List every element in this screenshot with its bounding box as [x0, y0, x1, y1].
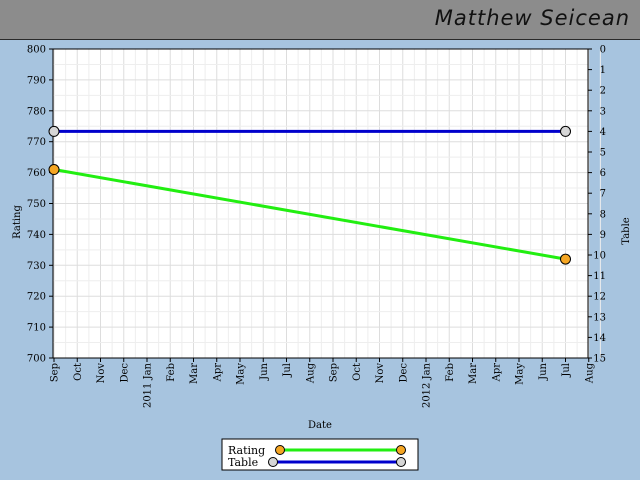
y-tick-label: 780: [27, 106, 46, 117]
data-point-table: [48, 125, 60, 137]
legend-label-table: Table: [228, 456, 258, 469]
y-tick-label: 750: [27, 199, 46, 210]
x-tick-label: May: [236, 363, 247, 385]
legend-label-rating: Rating: [228, 444, 265, 457]
x-axis-ticks: Sep Oct Nov Dec 2011 Jan Feb Mar Apr May Jun Jul Au…: [50, 358, 595, 408]
header-bar: Matthew Seicean: [0, 0, 640, 40]
y2-tick-label: 9: [600, 230, 606, 241]
y2-tick-label: 2: [600, 86, 606, 97]
y2-tick-label: 1: [600, 65, 606, 76]
legend-marker-table: [396, 457, 406, 467]
legend-marker-rating: [396, 445, 406, 455]
x-tick-label: Aug: [584, 362, 595, 384]
x-tick-label: May: [515, 363, 526, 385]
data-point-rating: [560, 253, 571, 265]
y-axis-ticks: 700 710 720 730 740 750 760 770 780 790 800: [27, 45, 53, 365]
x-tick-label: 2011 Jan: [143, 362, 154, 408]
x-tick-label: Jul: [561, 363, 572, 378]
x-tick-label: Apr: [491, 363, 502, 383]
player-name: Matthew Seicean: [434, 6, 630, 30]
x-tick-label: Jun: [259, 362, 270, 380]
x-tick-label: Aug: [305, 362, 316, 384]
y2-tick-label: 7: [600, 189, 606, 200]
legend: Rating Table: [221, 438, 419, 471]
x-axis-label: Date: [308, 420, 332, 431]
y-tick-label: 720: [27, 292, 46, 303]
y2-tick-label: 5: [600, 148, 606, 159]
y2-tick-label: 11: [593, 271, 606, 282]
x-tick-label: Jul: [282, 363, 293, 378]
x-tick-label: Apr: [212, 363, 223, 383]
y2-tick-label: 13: [593, 312, 606, 323]
y-tick-label: 710: [27, 323, 46, 334]
y-tick-label: 730: [27, 261, 46, 272]
x-tick-label: Feb: [166, 363, 177, 382]
legend-box: [221, 438, 419, 471]
x-tick-label: Oct: [352, 363, 363, 381]
data-point-rating: [48, 164, 60, 176]
x-tick-label: Dec: [398, 363, 409, 383]
y2-axis-label: Table: [621, 217, 632, 244]
series-group: [48, 125, 571, 265]
y-tick-label: 790: [27, 75, 46, 86]
y2-tick-label: 15: [593, 354, 606, 365]
x-tick-label: Mar: [468, 363, 479, 384]
data-point-table: [560, 125, 571, 137]
y2-tick-label: 0: [600, 45, 606, 56]
x-tick-label: 2012 Jan: [422, 362, 433, 408]
legend-marker-table: [268, 457, 278, 467]
legend-marker-rating: [275, 445, 285, 455]
y-tick-label: 740: [27, 230, 46, 241]
x-tick-label: Nov: [375, 363, 386, 384]
y-tick-label: 770: [27, 137, 46, 148]
y-tick-label: 700: [27, 354, 46, 365]
y2-tick-label: 12: [593, 292, 606, 303]
x-tick-label: Sep: [50, 363, 61, 382]
y2-tick-label: 8: [600, 209, 606, 220]
x-tick-label: Nov: [96, 363, 107, 384]
x-tick-label: Mar: [189, 363, 200, 384]
y2-tick-label: 6: [600, 168, 606, 179]
y2-tick-label: 3: [600, 106, 606, 117]
x-tick-label: Oct: [73, 363, 84, 381]
grid: [53, 48, 601, 359]
series-line-rating: [53, 168, 566, 261]
x-tick-label: Sep: [329, 363, 340, 382]
x-tick-label: Jun: [538, 362, 549, 380]
x-tick-label: Dec: [119, 363, 130, 383]
y2-tick-label: 14: [593, 333, 606, 344]
y-tick-label: 800: [27, 45, 46, 56]
y2-tick-label: 10: [593, 251, 606, 262]
x-tick-label: Feb: [445, 363, 456, 382]
y2-tick-label: 4: [600, 127, 606, 138]
y-tick-label: 760: [27, 168, 46, 179]
y-axis-label: Rating: [12, 205, 23, 239]
